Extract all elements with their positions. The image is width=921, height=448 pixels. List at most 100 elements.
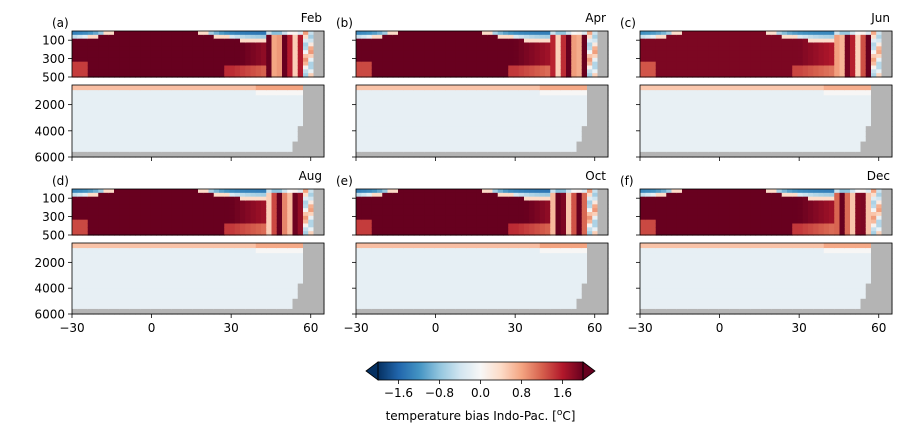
heat-cell [581,69,588,74]
heat-cell [82,121,89,127]
heat-cell [166,54,173,59]
heat-cell [871,115,877,122]
heat-cell [297,248,304,254]
heat-cell [545,121,551,127]
heat-cell [93,65,99,70]
heat-cell [177,110,183,117]
heat-cell [182,248,189,254]
heat-cell [77,288,84,295]
heat-cell [403,34,410,40]
heat-cell [140,189,147,194]
heat-cell [177,253,183,259]
heat-cell [255,189,262,194]
heat-cell [766,131,772,138]
heat-cell [513,136,520,143]
heat-cell [429,95,436,102]
heat-cell [750,90,757,96]
heat-cell [271,151,278,158]
heat-cell [161,61,168,67]
heat-cell [661,73,667,78]
heat-cell [108,69,115,74]
heat-cell [156,57,162,63]
heat-cell [140,298,147,305]
heat-cell [476,54,483,59]
heat-cell [392,85,399,91]
heat-cell [471,126,478,132]
heat-cell [82,219,89,225]
heat-cell [313,189,320,194]
heat-cell [482,46,488,51]
heat-cell [724,54,730,59]
heat-cell [292,90,299,96]
heat-cell [450,69,457,74]
heat-cell [129,288,136,295]
heat-cell [361,46,368,51]
heat-cell [255,293,262,300]
heat-cell [676,38,683,44]
heat-cell [692,65,699,70]
heat-cell [203,204,210,209]
heat-cell [119,126,126,132]
heat-cell [844,90,851,96]
heat-cell [676,100,683,107]
heat-cell [645,121,652,127]
heat-cell [482,110,488,117]
heat-cell [513,141,520,148]
heat-cell [87,258,94,264]
heat-cell [808,131,814,138]
heat-cell [208,248,215,254]
heat-cell [182,57,189,63]
heat-cell [87,219,94,225]
heat-cell [487,42,494,47]
heat-cell [829,126,835,132]
heat-cell [450,34,457,40]
heat-cell [466,95,473,102]
heat-cell [592,95,599,102]
heat-cell [497,115,504,122]
heat-cell [524,69,530,74]
heat-cell [676,50,683,55]
heat-cell [655,54,662,59]
heat-cell [208,227,215,232]
heat-cell [124,298,131,305]
heat-cell [98,46,105,51]
heat-cell [93,248,99,254]
heat-cell [513,54,520,59]
heat-cell [124,253,131,259]
heat-cell [271,34,278,40]
heat-cell [208,131,215,138]
heat-cell [645,46,652,51]
heat-cell [766,42,772,47]
heat-cell [461,73,467,78]
heat-cell [466,136,473,143]
heat-cell [876,146,883,153]
heat-cell [387,65,394,70]
heat-cell [98,298,105,305]
heat-cell [760,141,767,148]
heat-cell [297,141,304,148]
heat-cell [671,65,678,70]
heat-cell [361,65,368,70]
heat-cell [240,50,246,55]
heat-cell [245,223,252,228]
heat-cell [297,253,304,259]
heat-cell [808,126,814,132]
heat-cell [471,46,478,51]
heat-cell [245,100,252,107]
heat-cell [387,42,394,47]
heat-cell [792,50,799,55]
heat-cell [466,110,473,117]
heat-cell [166,85,173,91]
heat-cell [240,204,246,209]
heat-cell [150,126,157,132]
heat-cell [229,38,236,44]
heat-cell [282,141,288,148]
heat-cell [398,121,404,127]
heat-cell [114,263,120,269]
heat-cell [250,303,257,310]
heat-cell [850,73,856,78]
heat-cell [560,121,567,127]
heat-cell [161,243,168,249]
heat-cell [108,298,115,305]
heat-cell [808,46,814,51]
